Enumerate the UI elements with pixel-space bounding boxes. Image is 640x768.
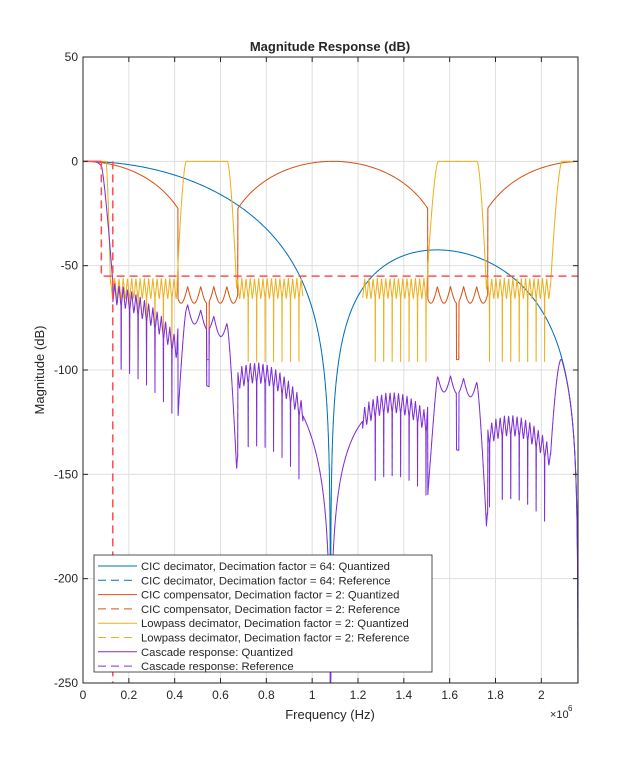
tick-labels: 0 0.2 0.4 0.6 0.8 1 1.2 1.4 1.6 1.8 2 50 0 -50 -100 -15… xyxy=(54,50,545,702)
x-tick-label: 1 xyxy=(309,688,316,702)
legend-label: Lowpass decimator, Decimation factor = 2… xyxy=(141,618,409,630)
legend-label: Lowpass decimator, Decimation factor = 2… xyxy=(141,633,409,645)
stopband-mask-line xyxy=(100,161,578,277)
x-tick-label: 1.8 xyxy=(487,688,504,702)
series-line-1 xyxy=(83,160,578,683)
legend-label: CIC decimator, Decimation factor = 64: Q… xyxy=(141,561,390,573)
legend[interactable]: CIC decimator, Decimation factor = 64: Q… xyxy=(93,554,433,673)
x-tick-label: 0.6 xyxy=(212,688,229,702)
series-line-5 xyxy=(83,160,578,363)
x-tick-label: 1.4 xyxy=(395,688,412,702)
x-tick-label: 2 xyxy=(538,688,545,702)
legend-label: CIC decimator, Decimation factor = 64: R… xyxy=(141,575,391,587)
x-tick-label: 0.4 xyxy=(166,688,183,702)
x-tick-label: 1.6 xyxy=(441,688,458,702)
y-axis-label: Magnitude (dB) xyxy=(32,326,47,415)
series-line-3 xyxy=(83,160,578,360)
curves xyxy=(83,160,578,683)
legend-label: CIC compensator, Decimation factor = 2: … xyxy=(141,590,399,602)
x-exponent-power: 6 xyxy=(568,704,573,713)
x-tick-label: 1.2 xyxy=(350,688,367,702)
x-exponent-base: ×10 xyxy=(550,709,569,721)
tick-marks xyxy=(82,56,578,684)
y-tick-label: 50 xyxy=(65,50,79,64)
x-axis-label: Frequency (Hz) xyxy=(285,707,375,722)
legend-label: Cascade response: Quantized xyxy=(141,647,293,659)
x-tick-label: 0 xyxy=(80,688,87,702)
x-tick-label: 0.8 xyxy=(258,688,275,702)
x-tick-label: 0.2 xyxy=(120,688,137,702)
legend-box xyxy=(93,554,433,673)
y-tick-label: -50 xyxy=(61,259,79,273)
chart-title: Magnitude Response (dB) xyxy=(250,39,410,54)
x-exponent: ×10 6 xyxy=(550,704,573,721)
legend-label: Cascade response: Reference xyxy=(141,661,294,673)
y-tick-label: -150 xyxy=(54,467,78,481)
y-tick-label: -200 xyxy=(54,572,78,586)
y-tick-label: 0 xyxy=(71,154,78,168)
legend-label: CIC compensator, Decimation factor = 2: … xyxy=(141,604,400,616)
y-tick-label: -100 xyxy=(54,363,78,377)
y-tick-label: -250 xyxy=(54,676,78,690)
series-line-6 xyxy=(83,160,578,683)
